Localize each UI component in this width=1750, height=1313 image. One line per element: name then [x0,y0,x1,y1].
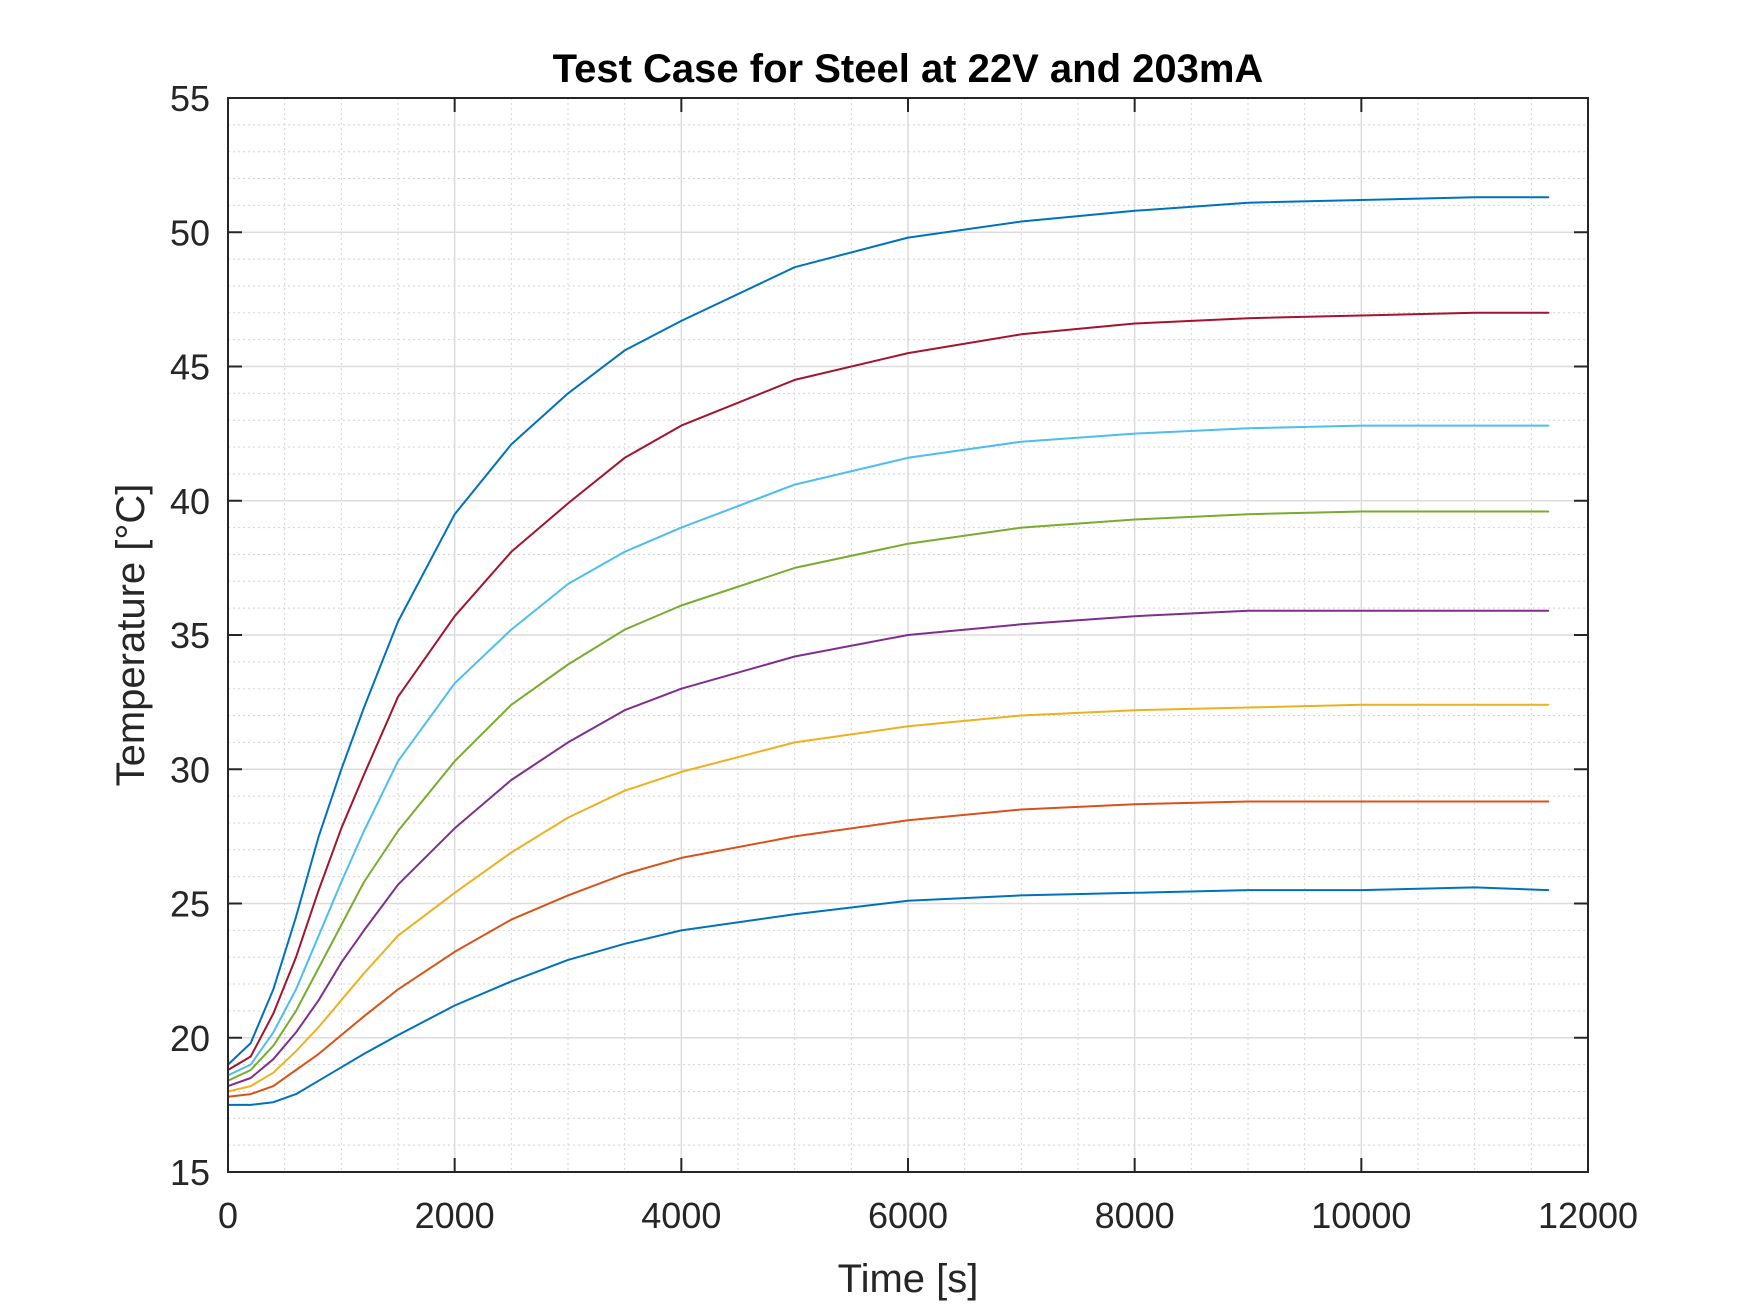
x-tick-label: 0 [218,1195,238,1236]
series-line-6 [227,703,1550,1093]
y-tick-label: 25 [170,884,210,925]
x-tick-label: 10000 [1311,1195,1411,1236]
y-tick-label: 30 [170,749,210,790]
tick-marks [227,97,1589,1173]
x-tick-label: 4000 [641,1195,721,1236]
y-tick-label: 55 [170,78,210,119]
y-tick-label: 35 [170,615,210,656]
y-tick-label: 20 [170,1018,210,1059]
series-line-1 [227,196,1550,1066]
y-axis-label: Temperature [°C] [109,484,153,787]
x-tick-label: 8000 [1095,1195,1175,1236]
series-line-8 [227,886,1550,1106]
series-line-2 [227,311,1550,1071]
series-group [227,196,1550,1106]
x-tick-label: 12000 [1538,1195,1638,1236]
x-tick-labels: 0 2000 4000 6000 8000 10000 12000 [218,1195,1638,1236]
x-tick-label: 2000 [415,1195,495,1236]
y-tick-labels: 15 20 25 30 35 40 45 50 55 [170,78,210,1193]
series-line-3 [227,424,1550,1077]
x-axis-label: Time [s] [838,1257,979,1301]
y-tick-label: 45 [170,347,210,388]
y-tick-label: 50 [170,212,210,253]
y-tick-label: 40 [170,481,210,522]
series-line-4 [227,510,1550,1082]
y-tick-label: 15 [170,1152,210,1193]
series-line-7 [227,800,1550,1098]
x-tick-label: 6000 [868,1195,948,1236]
series-line-5 [227,609,1550,1088]
chart-title: Test Case for Steel at 22V and 203mA [553,47,1264,91]
